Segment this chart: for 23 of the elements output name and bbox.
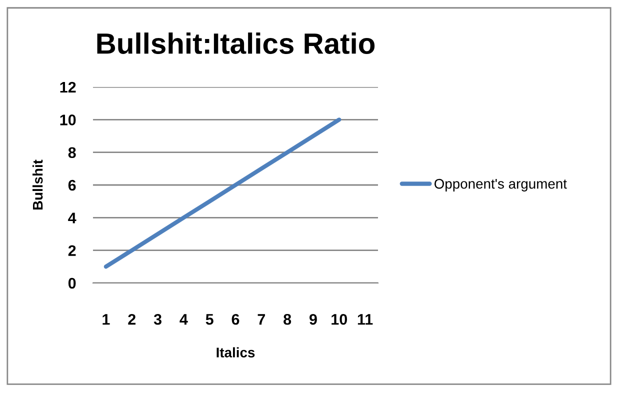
chart-title: Bullshit:Italics Ratio (97, 32, 375, 54)
x-tick-label: 8 (284, 314, 292, 325)
x-tick-label: 6 (232, 314, 240, 325)
y-tick-label: 6 (68, 180, 76, 191)
y-tick-label: 0 (68, 278, 76, 289)
x-tick-label: 5 (206, 314, 214, 325)
y-tick-label: 12 (60, 82, 76, 93)
line-series (104, 118, 342, 269)
x-tick-label: 9 (310, 314, 317, 325)
x-axis-title: Italics (216, 347, 255, 358)
x-tick-label: 3 (154, 314, 162, 325)
x-tick-label: 7 (258, 314, 265, 325)
x-tick-label: 2 (128, 314, 136, 325)
y-tick-label: 2 (68, 245, 76, 256)
x-tick-label: 10 (332, 314, 348, 325)
y-tick-label: 4 (68, 212, 76, 224)
y-axis-title: Bullshit (32, 160, 43, 210)
legend-label: Opponent's argument (434, 178, 567, 192)
y-tick-label: 8 (68, 147, 76, 158)
x-tick-label: 4 (180, 314, 188, 325)
x-tick-label: 1 (102, 314, 110, 325)
y-tick-label: 10 (60, 114, 76, 126)
x-tick-label: 11 (358, 314, 373, 325)
